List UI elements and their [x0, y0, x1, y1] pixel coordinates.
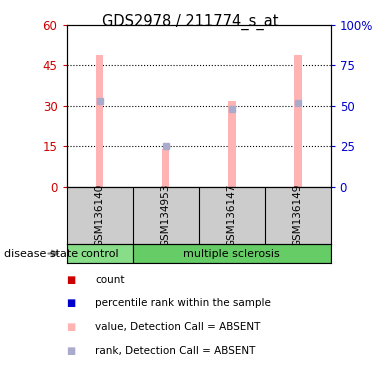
Text: ■: ■ — [66, 322, 76, 332]
Bar — [294, 55, 302, 187]
Text: GSM136147: GSM136147 — [226, 184, 237, 247]
Bar — [162, 149, 169, 187]
Text: percentile rank within the sample: percentile rank within the sample — [95, 298, 271, 308]
Bar — [133, 244, 331, 263]
Text: value, Detection Call = ABSENT: value, Detection Call = ABSENT — [95, 322, 260, 332]
Text: ■: ■ — [66, 346, 76, 356]
Bar — [95, 55, 103, 187]
Text: GSM136149: GSM136149 — [293, 184, 302, 247]
Text: control: control — [80, 248, 119, 258]
Bar — [66, 244, 133, 263]
Text: GDS2978 / 211774_s_at: GDS2978 / 211774_s_at — [102, 13, 278, 30]
Text: multiple sclerosis: multiple sclerosis — [183, 248, 280, 258]
Text: rank, Detection Call = ABSENT: rank, Detection Call = ABSENT — [95, 346, 255, 356]
Text: count: count — [95, 275, 125, 285]
Bar — [228, 101, 236, 187]
Text: GSM134953: GSM134953 — [160, 184, 171, 247]
Text: disease state: disease state — [4, 248, 78, 258]
Text: ■: ■ — [66, 275, 76, 285]
Text: ■: ■ — [66, 298, 76, 308]
Text: GSM136140: GSM136140 — [95, 184, 105, 247]
